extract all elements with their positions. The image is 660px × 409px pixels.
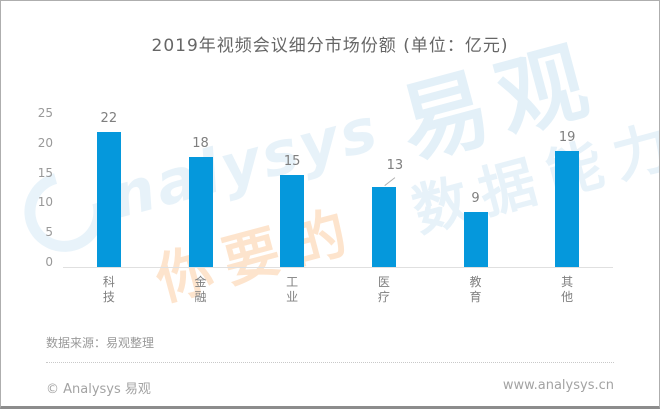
- value-label: 18: [192, 135, 209, 151]
- chart-title: 2019年视频会议细分市场份额 (单位：亿元): [151, 36, 509, 56]
- y-tick: 20: [37, 135, 53, 150]
- bar-qita[interactable]: [555, 150, 580, 267]
- bar-group-keji: 22: [63, 111, 155, 267]
- y-tick: 5: [45, 225, 53, 240]
- bar-group-jinrong: 18: [155, 114, 247, 267]
- bar-yiliao[interactable]: [371, 187, 396, 267]
- y-tick: 15: [37, 165, 53, 180]
- x-label-keji: 科技: [102, 275, 115, 304]
- bar-jinrong[interactable]: [188, 156, 213, 267]
- value-label: 13: [386, 158, 404, 174]
- bar-group-qita: 19: [521, 114, 613, 267]
- value-label: 15: [283, 154, 301, 170]
- dotted-divider: [46, 362, 614, 363]
- bar-group-yiliao: 13: [338, 114, 430, 267]
- value-label: 19: [558, 129, 576, 145]
- y-tick: 25: [37, 106, 53, 120]
- value-label: 22: [100, 111, 118, 127]
- bar-group-jiaoyu: 9: [430, 114, 522, 267]
- copyright-text: © Analysys 易观: [46, 382, 151, 397]
- label-leader-line: [384, 177, 396, 186]
- x-label-yiliao: 医疗: [377, 275, 390, 304]
- x-label-jinrong: 金融: [194, 275, 207, 304]
- bar-group-gongye: 15: [246, 114, 338, 267]
- data-source-note: 数据来源：易观整理: [46, 336, 155, 350]
- website-url: www.analysys.cn: [502, 378, 614, 393]
- value-label: 9: [471, 190, 480, 206]
- x-label-qita: 其他: [561, 275, 574, 304]
- y-tick: 10: [37, 195, 53, 210]
- y-tick: 0: [45, 254, 53, 269]
- bar-jiaoyu[interactable]: [463, 211, 488, 267]
- bar-keji[interactable]: [96, 132, 121, 267]
- x-axis-labels: 科技 金融 工业 医疗 教育 其他: [63, 275, 613, 305]
- x-label-jiaoyu: 教育: [469, 275, 482, 304]
- bar-gongye[interactable]: [280, 175, 305, 267]
- plot-area: 22 18 15 13 9 19: [63, 111, 613, 268]
- y-axis-tick-labels: 25 20 15 10 5 0: [1, 106, 53, 269]
- x-label-gongye: 工业: [286, 275, 299, 304]
